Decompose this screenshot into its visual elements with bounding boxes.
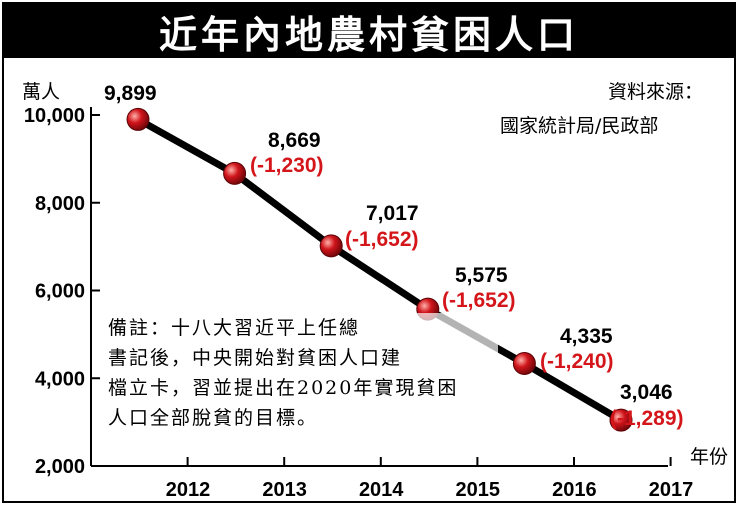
x-tick-label: 2016: [552, 479, 597, 501]
x-tick-label: 2015: [456, 479, 501, 501]
value-label: 8,669: [268, 129, 321, 152]
x-axis-unit-label: 年份: [690, 446, 728, 468]
y-tick-label: 2,000: [35, 456, 85, 478]
y-tick-label: 8,000: [35, 193, 85, 215]
data-labels: 9,8998,669(-1,230)7,017(-1,652)5,575(-1,…: [104, 82, 684, 430]
value-label: 9,899: [104, 82, 157, 105]
value-label: 5,575: [455, 264, 508, 287]
chart-title: 近年內地農村貧困人口: [158, 12, 579, 57]
x-ticks: 2012 2013 2014 2015 2016 2017: [166, 457, 694, 501]
data-point-marker: [319, 234, 343, 258]
value-label: 4,335: [560, 325, 613, 348]
y-axis-unit-label: 萬人: [22, 81, 60, 103]
data-point-marker: [223, 161, 247, 185]
x-tick-label: 2014: [359, 479, 404, 501]
source-label: 資料來源：: [608, 81, 703, 103]
series-line: [134, 115, 625, 424]
y-tick-label: 4,000: [35, 368, 85, 390]
change-label: (-1,652): [442, 289, 516, 312]
data-point-marker: [126, 107, 150, 131]
markers: [126, 107, 633, 432]
source-text: 國家統計局/民政部: [500, 115, 658, 137]
value-label: 3,046: [620, 381, 673, 404]
note-line: 書記後，中央開始對貧困人口建: [108, 347, 403, 369]
x-tick-label: 2013: [262, 479, 307, 501]
note-box: 備註：十八大習近平上任總 書記後，中央開始對貧困人口建 檔立卡，習並提出在202…: [108, 313, 498, 433]
x-tick-label: 2012: [166, 479, 211, 501]
x-tick-label: 2017: [649, 479, 694, 501]
change-label: (-1,230): [250, 154, 324, 177]
note-line: 備註：十八大習近平上任總: [108, 317, 361, 339]
title-bar: 近年內地農村貧困人口: [4, 4, 734, 58]
value-label: 7,017: [366, 202, 419, 225]
change-label: (-1,289): [610, 407, 684, 430]
change-label: (-1,652): [345, 228, 419, 251]
data-point-marker: [609, 408, 633, 432]
y-tick-label: 10,000: [24, 105, 85, 127]
note-line: 檔立卡，習並提出在2020年實現貧困: [108, 377, 459, 399]
note-line: 人口全部脫貧的目標。: [108, 407, 319, 429]
y-tick-label: 6,000: [35, 281, 85, 303]
change-label: (-1,240): [540, 350, 614, 373]
y-ticks: 2,000 4,000 6,000 8,000 10,000: [24, 105, 100, 478]
data-point-marker: [512, 352, 536, 376]
